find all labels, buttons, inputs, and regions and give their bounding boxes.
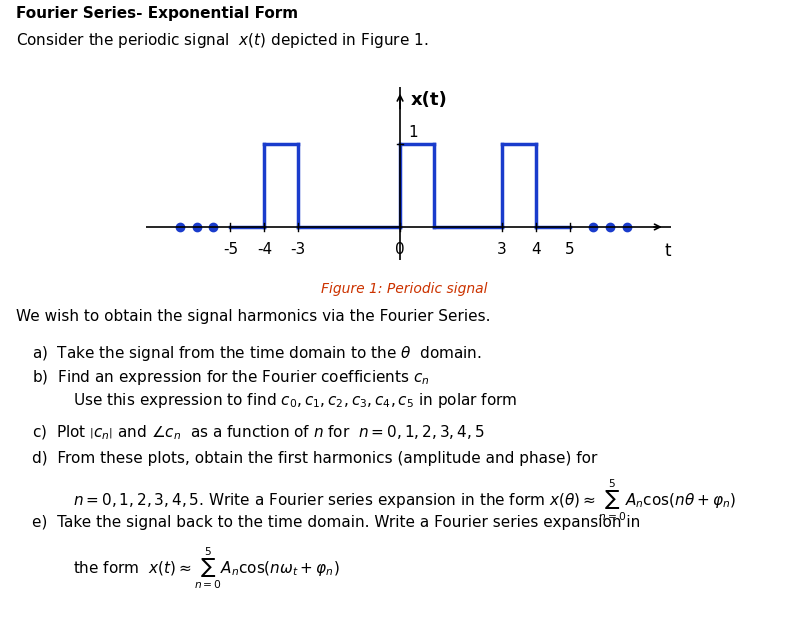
- Text: 4: 4: [531, 242, 540, 257]
- Text: d)  From these plots, obtain the first harmonics (amplitude and phase) for: d) From these plots, obtain the first ha…: [32, 451, 598, 465]
- Text: 0: 0: [396, 242, 404, 257]
- Text: c)  Plot $\left|c_n\right|$ and $\angle c_n$  as a function of $n$ for  $n = 0, : c) Plot $\left|c_n\right|$ and $\angle c…: [32, 424, 485, 443]
- Text: Figure 1: Periodic signal: Figure 1: Periodic signal: [321, 282, 488, 296]
- Text: Consider the periodic signal  $x(t)$ depicted in Figure 1.: Consider the periodic signal $x(t)$ depi…: [16, 31, 429, 50]
- Text: b)  Find an expression for the Fourier coefficients $c_n$: b) Find an expression for the Fourier co…: [32, 368, 430, 387]
- Text: 3: 3: [497, 242, 506, 257]
- Text: -4: -4: [256, 242, 272, 257]
- Text: Use this expression to find $c_0, c_1, c_2, c_3, c_4, c_5$ in polar form: Use this expression to find $c_0, c_1, c…: [73, 391, 517, 410]
- Text: $n = 0, 1, 2, 3, 4, 5$. Write a Fourier series expansion in the form $x(\theta) : $n = 0, 1, 2, 3, 4, 5$. Write a Fourier …: [73, 478, 736, 524]
- Text: e)  Take the signal back to the time domain. Write a Fourier series expansion in: e) Take the signal back to the time doma…: [32, 515, 641, 530]
- Text: 1: 1: [409, 125, 418, 141]
- Text: the form  $x(t) \approx \sum_{n=0}^{5} A_n \cos(n\omega_t + \varphi_n)$: the form $x(t) \approx \sum_{n=0}^{5} A_…: [73, 546, 340, 592]
- Text: -5: -5: [222, 242, 238, 257]
- Text: Fourier Series- Exponential Form: Fourier Series- Exponential Form: [16, 6, 299, 21]
- Text: t: t: [665, 242, 671, 260]
- Text: x(t): x(t): [410, 91, 447, 109]
- Text: -3: -3: [290, 242, 306, 257]
- Text: We wish to obtain the signal harmonics via the Fourier Series.: We wish to obtain the signal harmonics v…: [16, 310, 491, 324]
- Text: a)  Take the signal from the time domain to the $\theta$  domain.: a) Take the signal from the time domain …: [32, 344, 482, 363]
- Text: 5: 5: [565, 242, 574, 257]
